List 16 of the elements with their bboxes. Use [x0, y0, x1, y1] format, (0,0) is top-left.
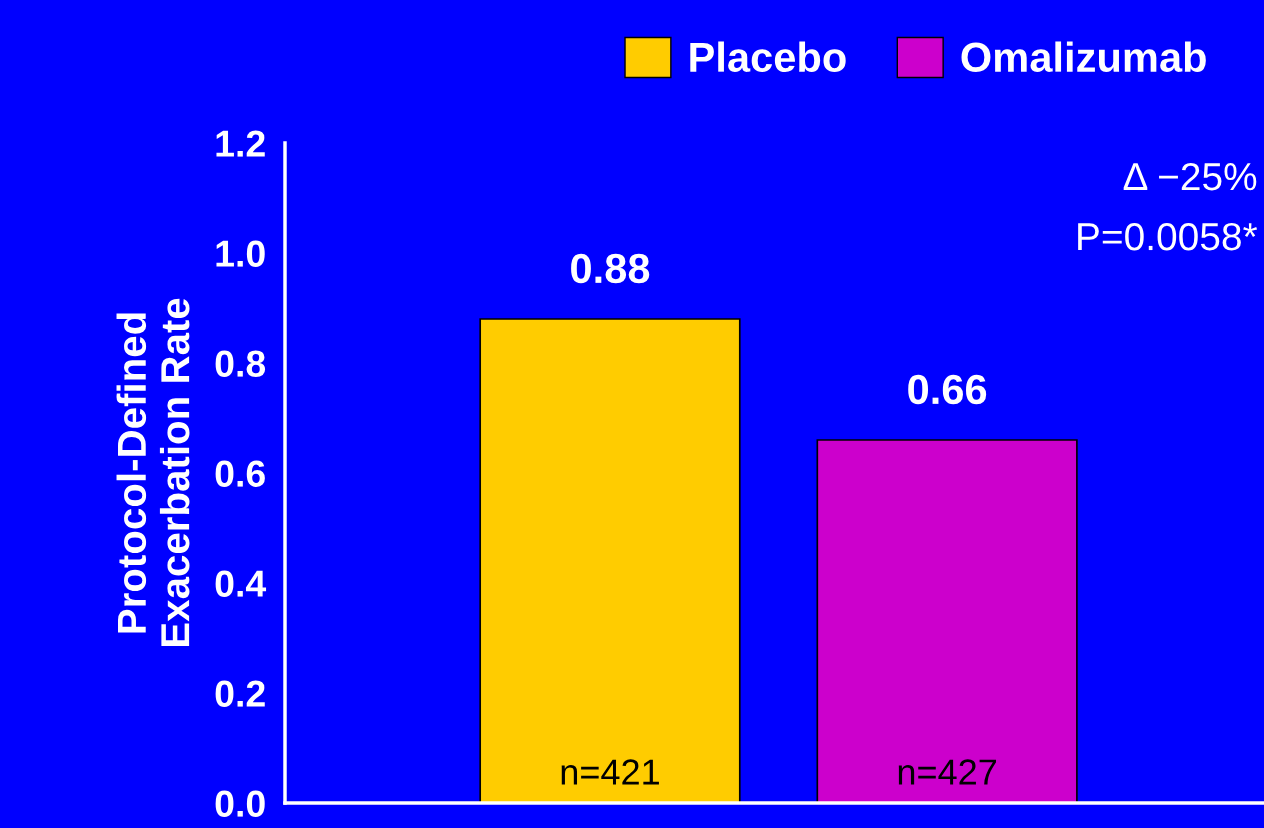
annotation: n=427 — [898, 759, 997, 785]
y-tick-label: 0.0 — [215, 790, 265, 817]
data-label: 0.66 — [908, 374, 987, 405]
annotation: Δ −25% — [1123, 162, 1257, 191]
legend-label: Omalizumab — [961, 41, 1206, 73]
y-tick-label: 1.0 — [216, 240, 265, 267]
y-tick-label: 0.2 — [215, 680, 265, 707]
annotation: n=421 — [561, 759, 659, 785]
y-axis-title: Protocol-Defined Exacerbation Rate — [116, 298, 190, 647]
y-tick-label: 0.4 — [215, 570, 267, 597]
y-tick-label: 1.2 — [216, 130, 265, 157]
annotation: P=0.0058* — [1078, 222, 1258, 251]
data-label: 0.88 — [571, 253, 650, 284]
legend-label: Placebo — [690, 41, 846, 73]
y-tick-label: 0.6 — [215, 460, 265, 487]
y-tick-label: 0.8 — [215, 350, 266, 377]
